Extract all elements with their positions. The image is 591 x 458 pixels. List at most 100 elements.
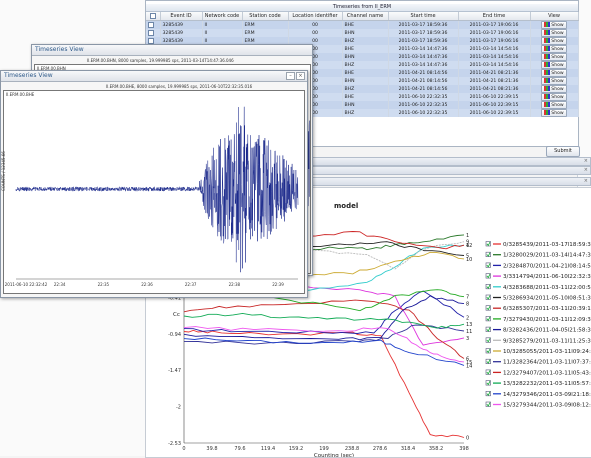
legend-label: 15/3279344/2011-03-09l08:12:56 <box>503 403 591 409</box>
legend-checkbox[interactable] <box>485 305 491 311</box>
legend-checkbox[interactable] <box>485 273 491 279</box>
table-row[interactable]: 00 BHE 2011-03-14 14:47:36 2011-03-14 14:54… <box>146 45 579 53</box>
table-row[interactable]: 3285439 II ERM 00 BHZ 2011-03-17 18:59:36 2011… <box>146 37 579 45</box>
legend-checkbox[interactable] <box>485 391 491 397</box>
col-view[interactable]: View <box>530 12 579 21</box>
legend-item[interactable]: 9/3285279/2011-03-11l11:25:30 <box>485 337 591 345</box>
cell-start-time: 2011-04-21 08:14:56 <box>388 69 459 77</box>
legend-checkbox[interactable] <box>485 401 491 407</box>
cell-end-time: 2011-03-17 19:06:16 <box>458 20 531 29</box>
row-checkbox[interactable] <box>146 37 161 45</box>
legend-item[interactable]: 14/3279346/2011-03-09l21:18:57 <box>485 391 591 398</box>
cell-event-id: 3285439 <box>160 29 203 37</box>
legend-checkbox[interactable] <box>485 348 491 354</box>
show-button[interactable]: Show <box>541 77 567 85</box>
legend-item[interactable]: 12/3279407/2011-03-11l05:43:04 <box>485 369 591 377</box>
legend-checkbox[interactable] <box>485 316 491 322</box>
select-all-checkbox[interactable] <box>146 12 161 21</box>
legend-label: 3/3314794/2011-06-10l22:32:35 <box>503 274 591 280</box>
y-axis-label: Cc <box>173 312 180 318</box>
legend-item[interactable]: 2/3284870/2011-04-21l08:14:56 <box>485 262 591 270</box>
plot-caption: II.ERM.00.BHE, 8000 samples, 19.999985 s… <box>106 84 253 89</box>
show-button[interactable]: Show <box>541 21 567 29</box>
series-line <box>183 312 465 329</box>
submit-button[interactable]: Submit <box>546 146 580 157</box>
legend-checkbox[interactable] <box>485 251 491 257</box>
col-start-time[interactable]: Start time <box>388 12 459 21</box>
checkbox-icon[interactable] <box>148 29 154 36</box>
col-station-code[interactable]: Station code <box>242 12 289 21</box>
legend-item[interactable]: 1/3280029/2011-03-14l14:47:36 <box>485 251 591 259</box>
cell-location-identifier: 00 <box>288 53 343 61</box>
cell-end-time: 2011-03-14 14:54:16 <box>458 45 531 53</box>
show-button[interactable]: Show <box>541 109 567 117</box>
legend-checkbox[interactable] <box>485 380 491 386</box>
cell-channel-name: BHE <box>342 20 389 29</box>
legend-checkbox[interactable] <box>485 241 491 247</box>
timeseries-window-front[interactable]: Timeseries View – × II.ERM.00.BHE, 8000 s… <box>0 70 308 298</box>
legend-checkbox[interactable] <box>485 369 491 375</box>
close-icon[interactable]: × <box>296 72 305 80</box>
show-button[interactable]: Show <box>541 45 567 53</box>
legend-item[interactable]: 7/3279430/2011-03-11l12:09:34 <box>485 316 591 323</box>
legend-item[interactable]: 10/3285055/2011-03-11l09:24:22 <box>485 348 591 356</box>
x-tick-label: 238.8 <box>345 446 359 452</box>
checkbox-icon[interactable] <box>148 21 154 28</box>
col-channel-name[interactable]: Channel name <box>342 12 389 21</box>
col-event-id[interactable]: Event ID <box>160 12 203 21</box>
legend-item[interactable]: 4/3283688/2011-03-11l22:00:53 <box>485 284 591 291</box>
legend-item[interactable]: 8/3282436/2011-04-05l21:58:39 <box>485 326 591 334</box>
show-button[interactable]: Show <box>541 85 567 93</box>
legend-checkbox[interactable] <box>485 358 491 364</box>
show-button[interactable]: Show <box>541 29 567 37</box>
show-button-label: Show <box>551 31 564 36</box>
show-button[interactable]: Show <box>541 37 567 45</box>
cell-station-code: ERM <box>242 20 289 29</box>
cell-start-time: 2011-03-17 18:59:36 <box>388 37 459 45</box>
legend-item[interactable]: 13/3282232/2011-03-11l05:57:19 <box>485 380 591 388</box>
legend-item[interactable]: 11/3282364/2011-03-11l07:37:33 <box>485 358 591 366</box>
legend-item[interactable]: 15/3279344/2011-03-09l08:12:56 <box>485 401 591 409</box>
legend-item[interactable]: 3/3314794/2011-06-10l22:32:35 <box>485 273 591 281</box>
cell-view: Show <box>530 20 579 29</box>
show-button[interactable]: Show <box>541 53 567 61</box>
legend-checkbox[interactable] <box>485 262 491 268</box>
cell-start-time: 2011-04-21 08:14:56 <box>388 77 459 85</box>
checkbox-icon[interactable] <box>149 12 156 19</box>
legend-item[interactable]: 5/3286934/2011-05-10l08:51:30 <box>485 294 591 302</box>
legend-label: 9/3285279/2011-03-11l11:25:30 <box>503 338 591 344</box>
col-location-identifier[interactable]: Location identifier <box>288 12 343 21</box>
series-line <box>183 299 465 359</box>
show-button[interactable]: Show <box>541 93 567 101</box>
table-header-row: Event ID Network code Station code Locat… <box>146 12 579 21</box>
legend-label: 2/3284870/2011-04-21l08:14:56 <box>503 263 591 269</box>
close-icon[interactable]: × <box>583 167 588 173</box>
time-tick-label: 22:37 <box>185 282 197 287</box>
col-end-time[interactable]: End time <box>458 12 531 21</box>
series-end-label: 5 <box>466 253 469 259</box>
minimize-icon[interactable]: – <box>286 72 295 80</box>
show-button[interactable]: Show <box>541 61 567 69</box>
close-icon[interactable]: × <box>583 178 588 184</box>
table-row[interactable]: 3285439 II ERM 00 BHE 2011-03-17 18:59:36 2011… <box>146 20 579 29</box>
legend-checkbox[interactable] <box>485 326 491 332</box>
close-icon[interactable]: × <box>583 158 588 164</box>
row-checkbox[interactable] <box>146 29 161 37</box>
legend-checkbox[interactable] <box>485 294 491 300</box>
legend-label: 10/3285055/2011-03-11l09:24:22 <box>503 349 591 355</box>
table-row[interactable]: 3285439 II ERM 00 BHN 2011-03-17 18:59:36 2011… <box>146 29 579 37</box>
legend-item[interactable]: 0/3285439/2011-03-17l18:59:36 <box>485 241 591 249</box>
series-end-label: 14 <box>466 363 472 369</box>
chart-icon <box>544 110 551 115</box>
col-network-code[interactable]: Network code <box>202 12 243 21</box>
legend-checkbox[interactable] <box>485 284 491 290</box>
show-button[interactable]: Show <box>541 69 567 77</box>
window-title[interactable]: Timeseries View <box>1 71 307 82</box>
checkbox-icon[interactable] <box>148 37 154 44</box>
row-checkbox[interactable] <box>146 20 161 29</box>
legend-checkbox[interactable] <box>485 337 491 343</box>
legend-item[interactable]: 6/3285307/2011-03-11l20:39:18 <box>485 305 591 313</box>
window-title[interactable]: Timeseries View <box>32 45 312 56</box>
show-button[interactable]: Show <box>541 101 567 109</box>
series-end-label: 11 <box>466 329 472 335</box>
